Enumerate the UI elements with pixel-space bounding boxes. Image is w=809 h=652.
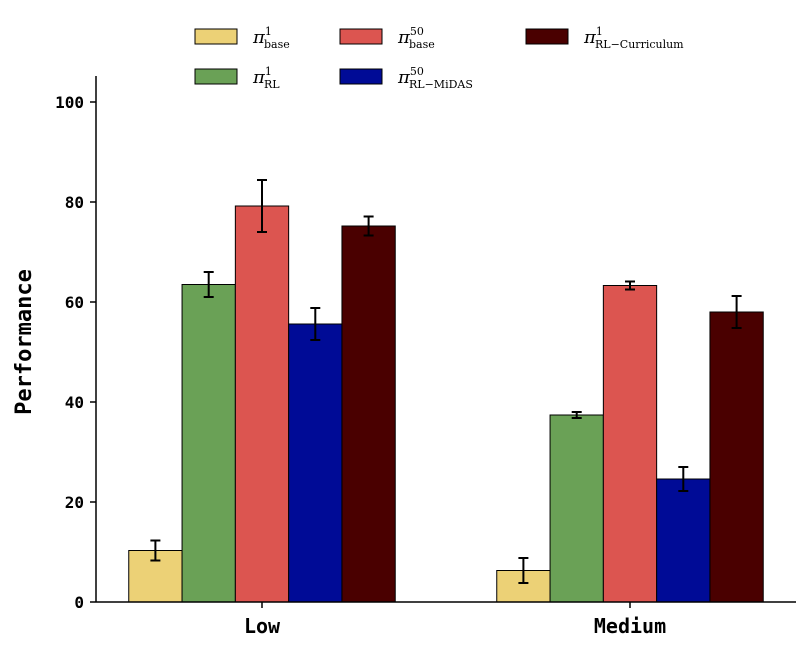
y-tick-label: 80 [65, 193, 84, 212]
x-tick-label-low: Low [244, 614, 281, 638]
error-bar-medium-series-5 [731, 295, 742, 329]
error-bar-low-series-3 [257, 179, 267, 233]
legend: π1 base π1 RL π50 base π50 RL−MiDAS π1 RL−Curricu… [194, 25, 684, 91]
x-tick-label-medium: Medium [594, 614, 666, 638]
error-bar-medium-series-1 [518, 557, 529, 584]
y-tick-label: 0 [74, 593, 84, 612]
bars-group [128, 205, 764, 603]
legend-label: π50 base [397, 25, 435, 51]
bar-medium-series-4 [656, 478, 711, 603]
legend-swatch [525, 28, 569, 45]
bar-low-series-5 [341, 225, 396, 603]
error-bar-medium-series-4 [678, 466, 689, 492]
y-tick-label: 60 [65, 293, 84, 312]
legend-label: π1 RL [252, 65, 280, 91]
legend-label: π1 RL−Curriculum [583, 25, 684, 51]
y-tick-label: 40 [65, 393, 84, 412]
bar-medium-series-3 [602, 285, 658, 603]
bar-low-series-3 [234, 205, 290, 603]
error-bar-low-series-4 [310, 307, 321, 341]
error-bars-group [150, 179, 742, 584]
error-bar-medium-series-3 [625, 280, 635, 291]
y-tick-label: 20 [65, 493, 84, 512]
y-tick-label: 100 [55, 93, 84, 112]
legend-item-4: π50 RL−MiDAS [339, 65, 473, 91]
bar-low-series-2 [181, 284, 236, 603]
bar-medium-series-5 [709, 311, 764, 603]
legend-label: π50 RL−MiDAS [397, 65, 473, 91]
legend-swatch [339, 28, 383, 45]
error-bar-low-series-5 [363, 215, 374, 237]
legend-swatch [194, 28, 238, 45]
error-bar-low-series-2 [203, 271, 214, 298]
legend-swatch [339, 68, 383, 85]
legend-swatch [194, 68, 238, 85]
axes [95, 76, 796, 603]
bar-low-series-4 [288, 323, 343, 603]
legend-label: π1 base [252, 25, 290, 51]
error-bar-low-series-1 [150, 539, 161, 562]
bar-medium-series-2 [549, 414, 604, 603]
y-axis-title: Performance [12, 269, 37, 415]
legend-item-1: π1 base [194, 25, 290, 51]
error-bar-medium-series-2 [571, 411, 582, 419]
x-ticks: Low Medium [244, 602, 666, 638]
legend-item-3: π50 base [339, 25, 435, 51]
legend-item-5: π1 RL−Curriculum [525, 25, 684, 51]
legend-item-2: π1 RL [194, 65, 280, 91]
y-ticks: 0 20 40 60 80 100 [55, 93, 96, 612]
